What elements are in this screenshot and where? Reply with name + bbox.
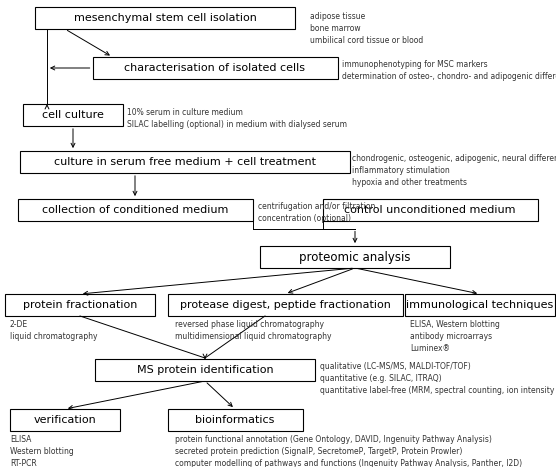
Text: centrifugation and/or filtration
concentration (optional): centrifugation and/or filtration concent… — [258, 202, 375, 223]
Text: culture in serum free medium + cell treatment: culture in serum free medium + cell trea… — [54, 157, 316, 167]
Text: ELISA
Western blotting
RT-PCR: ELISA Western blotting RT-PCR — [10, 435, 74, 467]
Text: immunophenotyping for MSC markers
determination of osteo-, chondro- and adipogen: immunophenotyping for MSC markers determ… — [342, 60, 556, 81]
Bar — [92, 57, 337, 79]
Bar — [20, 151, 350, 173]
Text: immunological techniques: immunological techniques — [406, 300, 554, 310]
Bar — [95, 359, 315, 381]
Text: 10% serum in culture medium
SILAC labelling (optional) in medium with dialysed s: 10% serum in culture medium SILAC labell… — [127, 108, 347, 129]
Text: verification: verification — [33, 415, 96, 425]
Bar — [322, 199, 538, 221]
Text: protease digest, peptide fractionation: protease digest, peptide fractionation — [180, 300, 390, 310]
Text: protein fractionation: protein fractionation — [23, 300, 137, 310]
Text: mesenchymal stem cell isolation: mesenchymal stem cell isolation — [73, 13, 256, 23]
Bar — [260, 246, 450, 268]
Text: protein functional annotation (Gene Ontology, DAVID, Ingenuity Pathway Analysis): protein functional annotation (Gene Onto… — [175, 435, 522, 467]
Text: 2-DE
liquid chromatography: 2-DE liquid chromatography — [10, 320, 97, 341]
Text: adipose tissue
bone marrow
umbilical cord tissue or blood: adipose tissue bone marrow umbilical cor… — [310, 12, 423, 45]
Text: bioinformatics: bioinformatics — [195, 415, 275, 425]
Bar — [5, 294, 155, 316]
Bar — [17, 199, 252, 221]
Bar — [405, 294, 555, 316]
Text: collection of conditioned medium: collection of conditioned medium — [42, 205, 228, 215]
Text: MS protein identification: MS protein identification — [137, 365, 274, 375]
Text: reversed phase liquid chromatography
multidimensional liquid chromatography: reversed phase liquid chromatography mul… — [175, 320, 331, 341]
Bar — [23, 104, 123, 126]
Bar — [167, 409, 302, 431]
Bar — [35, 7, 295, 29]
Bar — [10, 409, 120, 431]
Bar — [167, 294, 403, 316]
Text: ELISA, Western blotting
antibody microarrays
Luminex®: ELISA, Western blotting antibody microar… — [410, 320, 500, 353]
Text: qualitative (LC-MS/MS, MALDI-TOF/TOF)
quantitative (e.g. SILAC, ITRAQ)
quantitat: qualitative (LC-MS/MS, MALDI-TOF/TOF) qu… — [320, 362, 556, 395]
Text: proteomic analysis: proteomic analysis — [299, 250, 411, 263]
Text: control unconditioned medium: control unconditioned medium — [344, 205, 516, 215]
Text: chondrogenic, osteogenic, adipogenic, neural differentiation
inflammatory stimul: chondrogenic, osteogenic, adipogenic, ne… — [352, 154, 556, 187]
Text: characterisation of isolated cells: characterisation of isolated cells — [125, 63, 305, 73]
Text: cell culture: cell culture — [42, 110, 104, 120]
